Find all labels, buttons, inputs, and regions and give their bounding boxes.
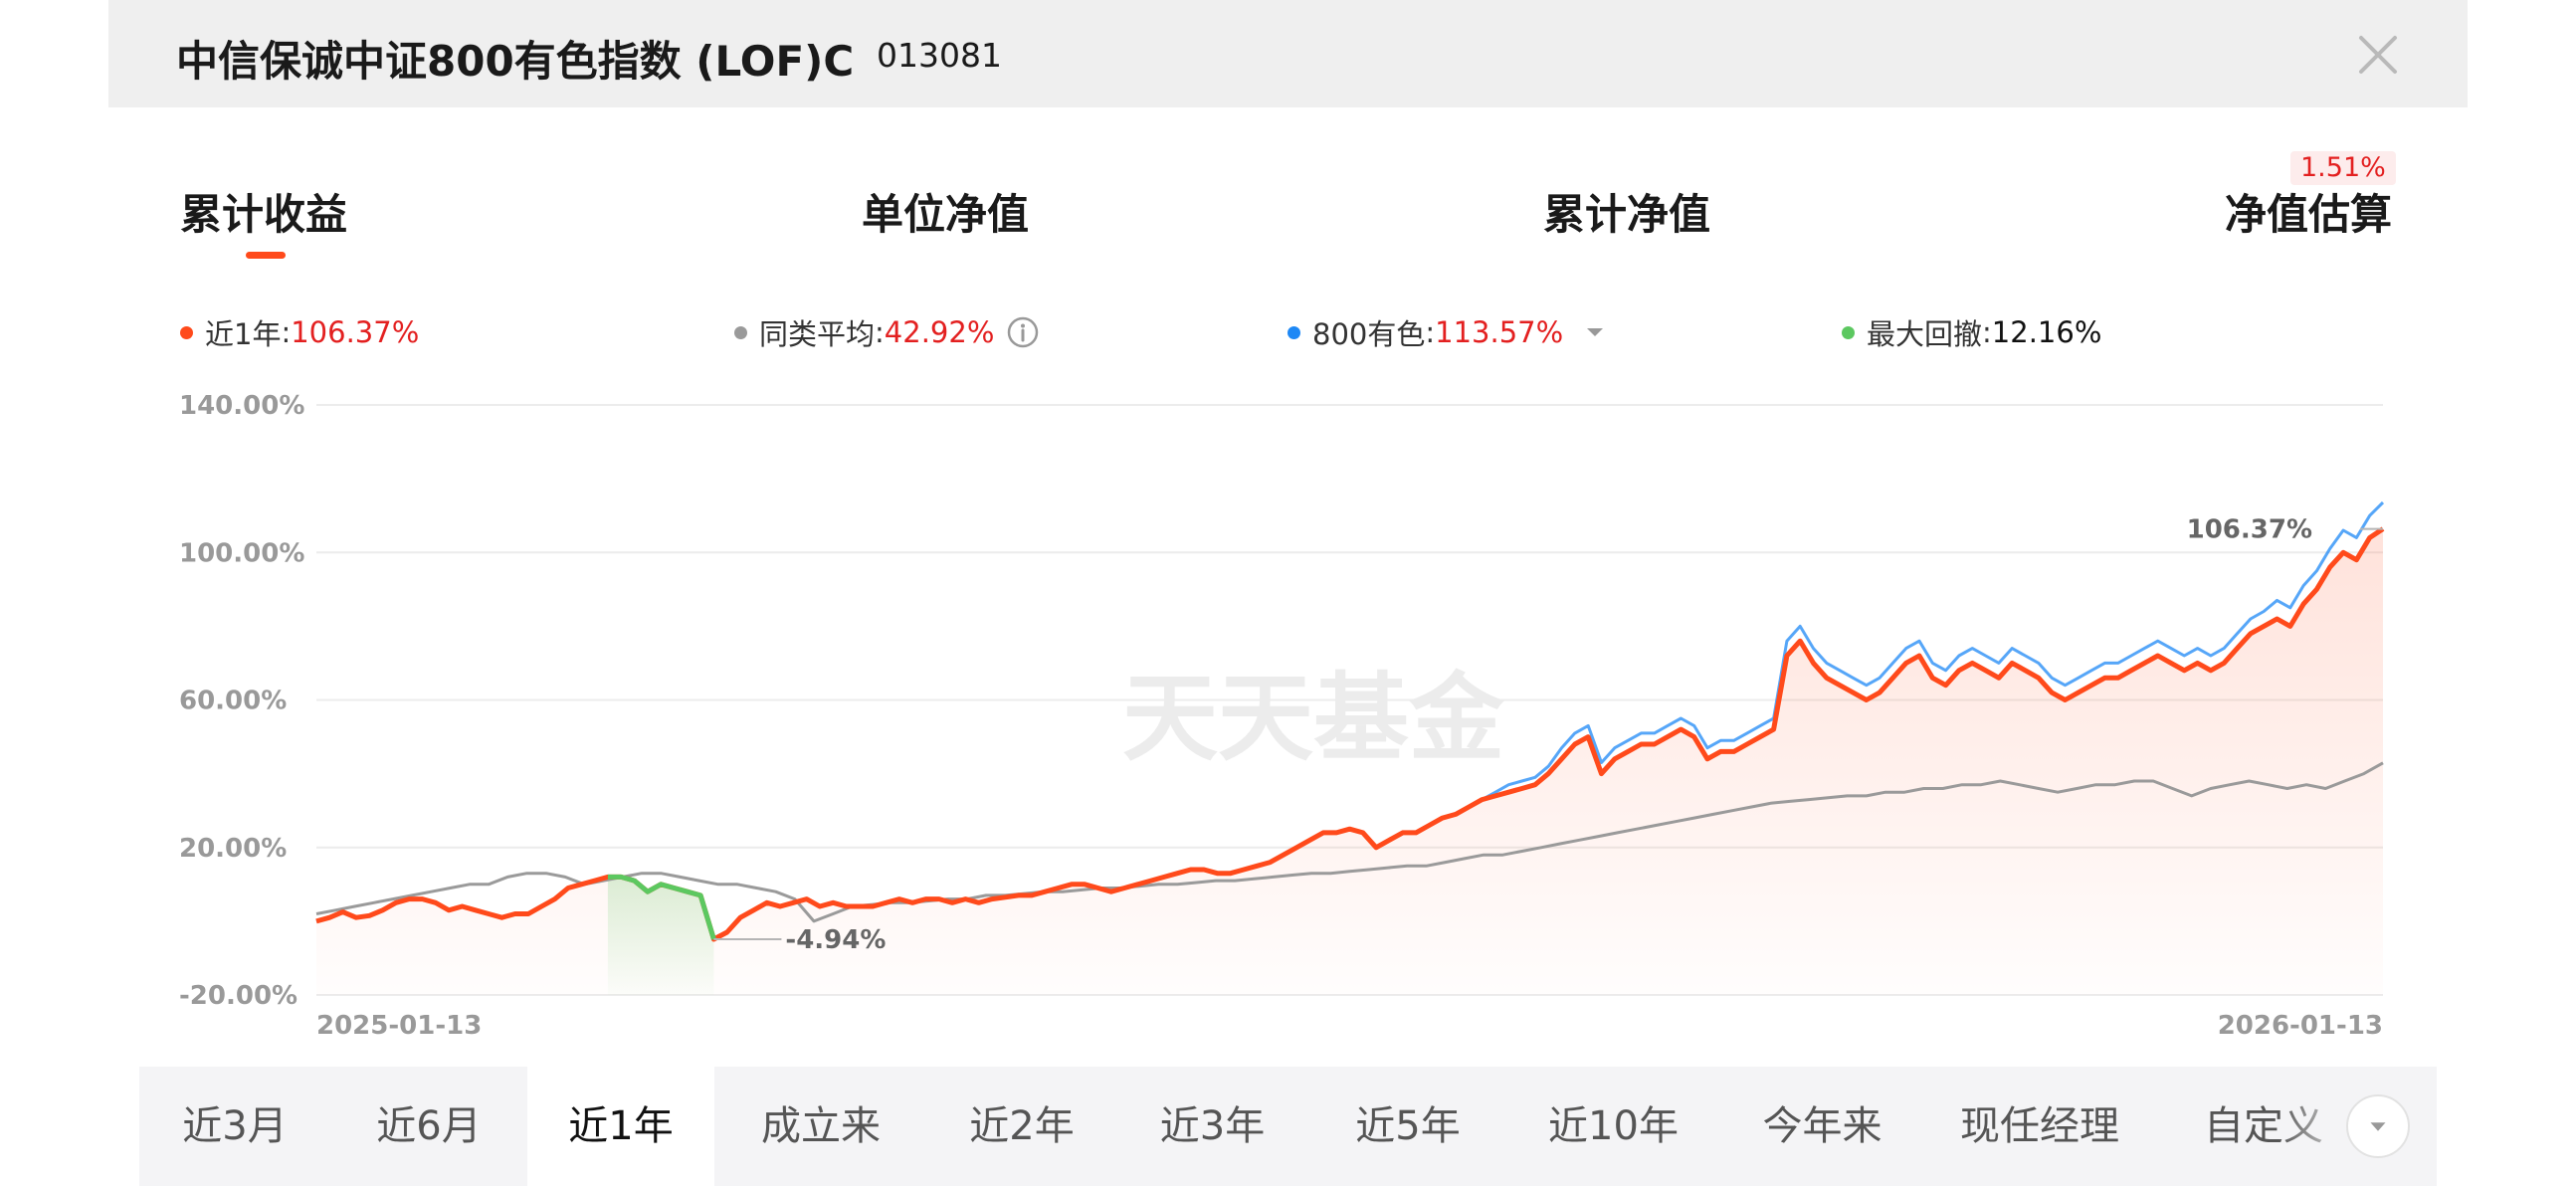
fund-area-fill <box>316 528 2383 995</box>
y-tick-label: 140.00% <box>179 391 304 421</box>
range-tab[interactable]: 近2年 <box>969 1103 1075 1149</box>
range-tab[interactable]: 近6月 <box>376 1103 482 1149</box>
legend-colon: : <box>1425 315 1436 349</box>
fund-header: 中信保诚中证800有色指数 (LOF)C 013081 <box>108 0 2468 107</box>
active-tab-indicator <box>246 252 286 259</box>
max-drawdown-area <box>607 877 714 995</box>
tab-nav-estimate[interactable]: 净值估算 <box>2225 190 2393 239</box>
chart-watermark: 天天基金 <box>1122 662 1505 774</box>
range-tab[interactable]: 成立来 <box>761 1103 881 1149</box>
range-tab[interactable]: 近10年 <box>1548 1103 1679 1149</box>
range-tab-fade <box>2279 1067 2358 1186</box>
legend-colon: : <box>281 315 292 349</box>
max-drawdown-line <box>607 874 716 940</box>
legend-max-drawdown[interactable]: 最大回撤:12.16% <box>1842 312 2101 352</box>
caret-down-icon[interactable] <box>1585 326 1605 338</box>
y-tick-label: -20.00% <box>179 981 297 1011</box>
info-icon[interactable] <box>1006 315 1040 349</box>
nav-estimate-badge: 1.51% <box>2290 151 2396 185</box>
legend-max-drawdown-value: 12.16% <box>1991 315 2102 349</box>
return-chart[interactable]: 140.00% 100.00% 60.00% 20.00% -20.00% 2025-01… <box>0 0 2576 1055</box>
legend-category-avg-name: 同类平均 <box>759 317 876 351</box>
x-tick-label: 2025-01-13 <box>316 1011 482 1041</box>
legend-fund-name: 近1年 <box>205 317 282 351</box>
legend-dot-max-drawdown <box>1842 325 1855 339</box>
legend-dot-index <box>1288 325 1300 339</box>
legend-category-avg-value: 42.92% <box>884 315 995 349</box>
tab-cumulative-return[interactable]: 累计收益 <box>180 190 348 239</box>
range-tab[interactable]: 近1年 <box>527 1067 714 1186</box>
range-tab[interactable]: 现任经理 <box>1960 1103 2119 1149</box>
chevron-down-icon[interactable] <box>2346 1094 2410 1158</box>
y-tick-label: 100.00% <box>179 538 304 568</box>
range-tab[interactable]: 近3月 <box>182 1103 288 1149</box>
range-tab[interactable]: 近5年 <box>1355 1103 1461 1149</box>
legend-index-name: 800有色 <box>1312 317 1426 351</box>
x-tick-label: 2026-01-13 <box>2218 1011 2383 1041</box>
legend-fund-value: 106.37% <box>291 315 420 349</box>
close-icon[interactable] <box>2345 22 2411 88</box>
legend-fund[interactable]: 近1年:106.37% <box>180 312 419 352</box>
legend-max-drawdown-name: 最大回撤 <box>1867 317 1983 351</box>
legend-colon: : <box>875 315 885 349</box>
legend-category-avg[interactable]: 同类平均:42.92% <box>734 312 1040 352</box>
fund-code: 013081 <box>877 36 1002 75</box>
legend-dot-fund <box>180 325 193 339</box>
y-tick-label: 60.00% <box>179 687 287 716</box>
tab-unit-nav[interactable]: 单位净值 <box>862 190 1030 239</box>
legend-index-value: 113.57% <box>1435 315 1564 349</box>
min-value-label: -4.94% <box>785 925 886 955</box>
range-tab-bar <box>139 1067 2437 1186</box>
legend-colon: : <box>1982 315 1992 349</box>
end-value-label: 106.37% <box>2187 515 2312 545</box>
fund-title: 中信保诚中证800有色指数 (LOF)C <box>176 37 855 86</box>
legend-index[interactable]: 800有色:113.57% <box>1288 312 1605 352</box>
tab-cumulative-nav[interactable]: 累计净值 <box>1543 190 1711 239</box>
legend-dot-category-avg <box>734 325 747 339</box>
series-line-category-avg <box>315 761 2384 923</box>
range-tab[interactable]: 近3年 <box>1159 1103 1266 1149</box>
y-tick-label: 20.00% <box>179 834 287 864</box>
range-tab[interactable]: 今年来 <box>1762 1103 1882 1149</box>
